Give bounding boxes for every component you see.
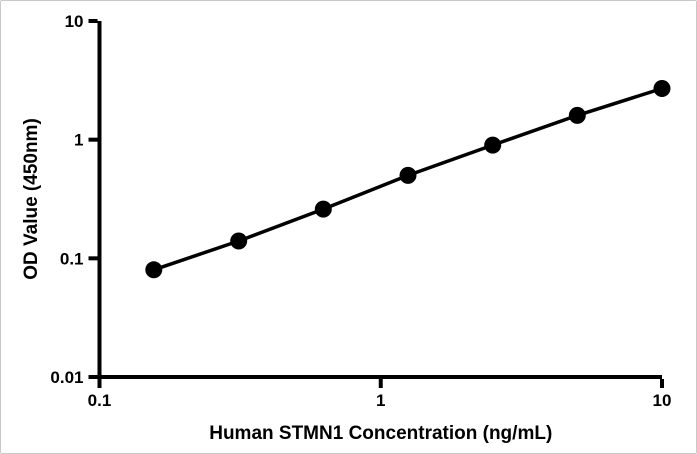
data-point — [399, 166, 417, 184]
y-tick-label: 0.01 — [50, 368, 83, 387]
y-tick-label: 1 — [74, 131, 83, 150]
x-tick-label: 0.1 — [88, 391, 112, 410]
y-axis-label: OD Value (450nm) — [21, 118, 42, 280]
data-point — [230, 232, 248, 250]
data-point — [484, 136, 502, 154]
y-tick-label: 0.1 — [60, 249, 84, 268]
x-tick-label: 1 — [376, 391, 385, 410]
x-axis-label: Human STMN1 Concentration (ng/mL) — [209, 423, 552, 444]
data-point — [653, 80, 671, 97]
data-point — [568, 106, 586, 124]
x-tick-label: 10 — [653, 391, 672, 410]
data-point — [145, 261, 163, 279]
data-point — [314, 200, 332, 218]
y-tick-label: 10 — [65, 12, 84, 31]
